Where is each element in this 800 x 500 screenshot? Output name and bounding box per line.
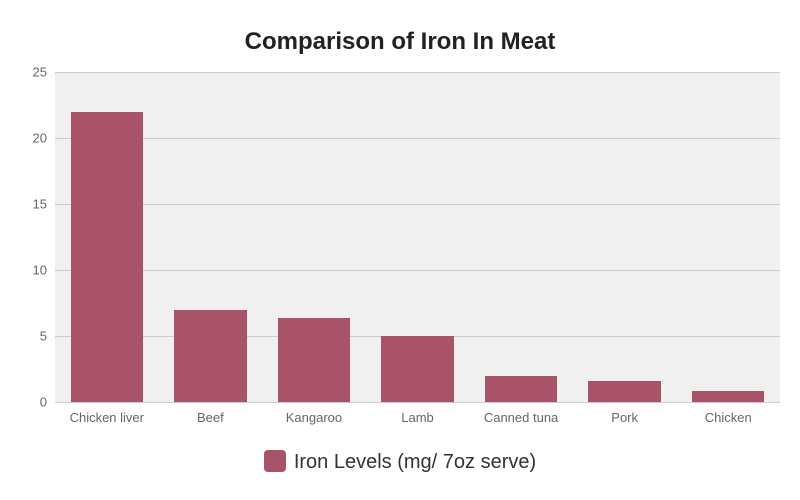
x-tick-label: Beef [197,410,224,425]
y-tick-label: 25 [33,65,47,80]
bar [485,376,558,402]
bar [692,391,765,402]
y-gridline [55,270,780,271]
y-tick-label: 0 [40,395,47,410]
y-tick-label: 10 [33,263,47,278]
x-tick-label: Pork [611,410,638,425]
y-gridline [55,72,780,73]
x-tick-label: Lamb [401,410,434,425]
y-gridline [55,138,780,139]
y-tick-label: 20 [33,131,47,146]
plot-area: 0510152025Chicken liverBeefKangarooLambC… [55,72,780,402]
y-gridline [55,204,780,205]
legend-label: Iron Levels (mg/ 7oz serve) [294,451,536,473]
bar [278,318,351,402]
y-tick-label: 5 [40,329,47,344]
chart-container: Comparison of Iron In Meat 0510152025Chi… [0,0,800,500]
chart-title: Comparison of Iron In Meat [0,0,800,62]
bar [174,310,247,402]
y-gridline [55,402,780,403]
legend-swatch [264,450,286,472]
bar [71,112,144,402]
legend: Iron Levels (mg/ 7oz serve) [0,450,800,474]
x-tick-label: Canned tuna [484,410,558,425]
plot-background: 0510152025Chicken liverBeefKangarooLambC… [55,72,780,402]
x-tick-label: Chicken liver [70,410,144,425]
y-tick-label: 15 [33,197,47,212]
bar [588,381,661,402]
x-tick-label: Kangaroo [286,410,342,425]
bar [381,336,454,402]
x-tick-label: Chicken [705,410,752,425]
